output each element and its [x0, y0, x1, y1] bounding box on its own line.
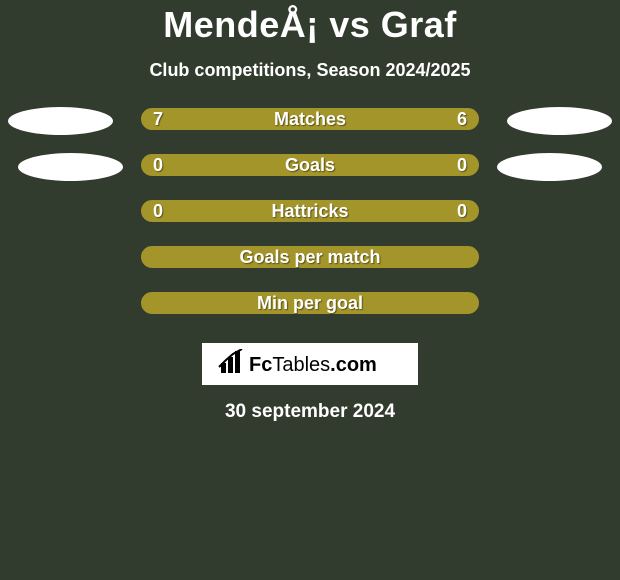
- stat-bar: 0 Hattricks 0: [140, 199, 480, 223]
- stat-label: Goals: [285, 154, 335, 176]
- stat-label: Matches: [274, 108, 346, 130]
- stat-label: Goals per match: [239, 246, 380, 268]
- stat-value-right: 0: [445, 154, 479, 176]
- stat-row: 0 Hattricks 0: [0, 199, 620, 245]
- stat-value-left: 0: [141, 200, 175, 222]
- page-title: MendeÅ¡ vs Graf: [0, 4, 620, 46]
- stat-bar: 7 Matches 6: [140, 107, 480, 131]
- stat-bar: Min per goal: [140, 291, 480, 315]
- stat-label: Hattricks: [271, 200, 348, 222]
- player-photo-left: [18, 153, 123, 181]
- fctables-logo-icon: FcTables.com: [215, 349, 405, 379]
- svg-text:FcTables.com: FcTables.com: [249, 354, 377, 376]
- stat-bar: 0 Goals 0: [140, 153, 480, 177]
- stat-value-left: 0: [141, 154, 175, 176]
- player-photo-left: [8, 107, 113, 135]
- stat-label: Min per goal: [257, 292, 363, 314]
- brand-logo[interactable]: FcTables.com: [202, 343, 418, 385]
- stat-value-right: 0: [445, 200, 479, 222]
- stat-value-right: 6: [445, 108, 479, 130]
- stat-row: 7 Matches 6: [0, 107, 620, 153]
- comparison-card: MendeÅ¡ vs Graf Club competitions, Seaso…: [0, 4, 620, 423]
- logo-text-light: Tables: [272, 354, 330, 376]
- logo-text-bold: Fc: [249, 354, 272, 376]
- logo-text-suffix: .com: [330, 354, 377, 376]
- stat-row: Min per goal: [0, 291, 620, 337]
- generation-date: 30 september 2024: [0, 401, 620, 423]
- stat-bar: Goals per match: [140, 245, 480, 269]
- player-photo-right: [507, 107, 612, 135]
- stat-value-left: 7: [141, 108, 175, 130]
- subtitle: Club competitions, Season 2024/2025: [0, 60, 620, 81]
- stat-row: 0 Goals 0: [0, 153, 620, 199]
- stat-row: Goals per match: [0, 245, 620, 291]
- player-photo-right: [497, 153, 602, 181]
- stat-rows: 7 Matches 6 0 Goals 0 0 Hattricks 0: [0, 107, 620, 337]
